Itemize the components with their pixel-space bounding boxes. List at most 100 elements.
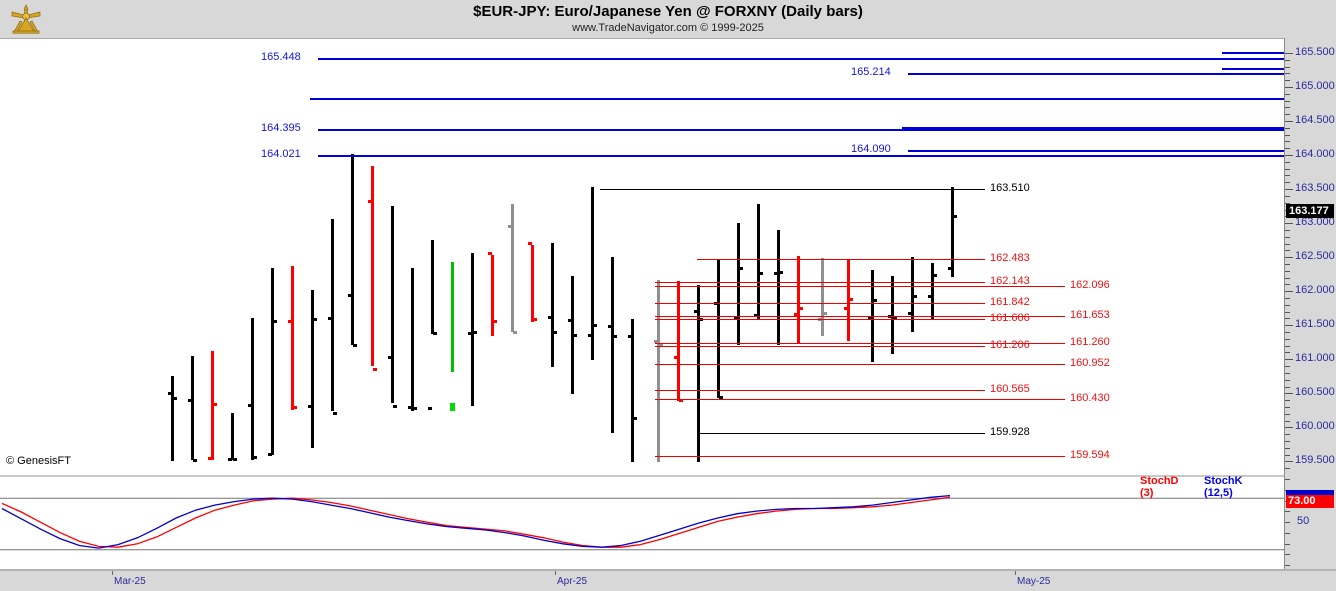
bar-close-tick: [849, 298, 853, 302]
bar-high-low: [291, 265, 294, 410]
bar-high-low: [471, 252, 474, 406]
stochastic-indicator-panel[interactable]: [0, 475, 1284, 569]
bar-close-tick: [213, 402, 217, 406]
ohlc-bar: [888, 39, 898, 475]
price-level-line: [655, 399, 1065, 401]
ohlc-bar: [948, 39, 958, 475]
bar-high-low: [657, 279, 660, 463]
bar-open-tick: [674, 355, 678, 359]
price-level-line: [1222, 52, 1284, 54]
price-level-label: 163.510: [990, 182, 1030, 195]
price-axis-minor-tick: [1285, 434, 1290, 436]
price-level-label: 165.214: [851, 66, 891, 79]
bar-close-tick: [273, 320, 277, 324]
bar-close-tick: [719, 396, 723, 400]
bar-close-tick: [333, 411, 337, 415]
bar-close-tick: [779, 271, 783, 275]
price-axis-minor-tick: [1285, 141, 1290, 143]
price-axis-minor-tick: [1285, 236, 1290, 238]
price-level-line: [318, 154, 1284, 157]
bar-high-low: [311, 290, 314, 449]
bar-open-tick: [928, 294, 932, 298]
price-axis-minor-tick: [1285, 59, 1290, 61]
bar-high-low: [331, 219, 334, 411]
ohlc-bar: [608, 39, 618, 475]
price-axis[interactable]: 165.500 165.000 164.500 164.000 163.500 163.0…: [1284, 38, 1336, 475]
bar-high-low: [611, 256, 614, 434]
bar-high-low: [571, 275, 574, 395]
bar-open-tick: [468, 332, 472, 336]
bar-high-low: [451, 261, 454, 372]
bar-close-tick: [953, 214, 957, 218]
price-level-line: [908, 149, 1284, 152]
bar-open-tick: [844, 306, 848, 310]
bar-close-tick: [633, 417, 637, 421]
price-axis-minor-tick: [1285, 168, 1290, 170]
bar-marker: [450, 402, 455, 411]
bar-high-low: [371, 165, 374, 367]
ohlc-bar: [288, 39, 298, 475]
price-level-line: [902, 127, 1284, 130]
price-level-label: 164.021: [261, 147, 301, 160]
bar-close-tick: [933, 274, 937, 278]
price-axis-tick: [1285, 257, 1293, 259]
bar-high-low: [211, 350, 214, 461]
price-axis-label: 162.500: [1295, 250, 1335, 263]
bar-close-tick: [759, 272, 763, 276]
ohlc-bar: [694, 39, 704, 475]
bar-close-tick: [473, 331, 477, 335]
bar-high-low: [891, 275, 894, 355]
legend-item-stochk[interactable]: StochK (12,5): [1204, 475, 1243, 499]
stochastic-curves: [0, 494, 1284, 551]
price-axis-label: 162.000: [1295, 284, 1335, 297]
ohlc-bar: [408, 39, 418, 475]
bar-open-tick: [388, 355, 392, 359]
bar-open-tick: [608, 324, 612, 328]
stochk-curve: [1, 494, 951, 549]
price-level-label: 161.206: [990, 339, 1030, 352]
price-axis-tick: [1285, 359, 1293, 361]
ohlc-bar: [248, 39, 258, 475]
bar-close-tick: [799, 306, 803, 310]
bar-close-tick: [373, 368, 377, 372]
price-level-line: [1222, 67, 1284, 70]
price-axis-label: 160.000: [1295, 420, 1335, 433]
price-level-label: 159.928: [990, 426, 1030, 439]
price-axis-minor-tick: [1285, 270, 1290, 272]
bar-open-tick: [248, 403, 252, 407]
price-level-label: 164.090: [851, 142, 891, 155]
price-level-line: [655, 389, 985, 391]
date-axis[interactable]: Mar-25 Apr-25 May-25: [0, 569, 1336, 591]
price-level-line: [655, 346, 985, 348]
bar-high-low: [351, 154, 354, 346]
price-level-label: 164.395: [261, 122, 301, 135]
bar-high-low: [231, 412, 234, 461]
price-chart-plot[interactable]: 165.529165.448165.301165.214164.859164.4…: [0, 38, 1284, 475]
bar-high-low: [251, 318, 254, 460]
indicator-axis-tick: [1285, 554, 1290, 556]
price-level-line: [655, 282, 985, 284]
bar-open-tick: [868, 316, 872, 320]
bar-close-tick: [913, 295, 917, 299]
ohlc-bar: [844, 39, 854, 475]
bar-close-tick: [313, 318, 317, 322]
price-axis-minor-tick: [1285, 243, 1290, 245]
price-axis-tick: [1285, 291, 1293, 293]
ohlc-bar: [754, 39, 764, 475]
indicator-axis[interactable]: 50 73.00: [1284, 475, 1336, 569]
price-level-line: [655, 342, 1065, 344]
bar-open-tick: [268, 453, 272, 457]
legend-item-stochd[interactable]: StochD (3): [1140, 475, 1179, 499]
price-level-line: [655, 285, 1065, 287]
price-level-line: [600, 189, 985, 191]
indicator-axis-tick: [1285, 565, 1290, 566]
price-axis-minor-tick: [1285, 114, 1290, 116]
bar-high-low: [171, 375, 174, 462]
bar-high-low: [737, 222, 740, 346]
bar-open-tick: [488, 251, 492, 255]
bar-open-tick: [528, 242, 532, 246]
price-axis-tick: [1285, 87, 1293, 88]
bar-open-tick: [428, 406, 432, 410]
bar-close-tick: [393, 404, 397, 408]
price-level-line: [697, 433, 985, 435]
